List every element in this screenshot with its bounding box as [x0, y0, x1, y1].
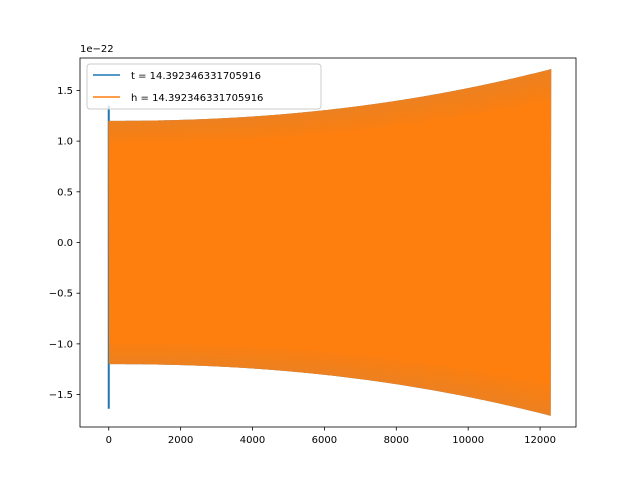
- legend: t = 14.392346331705916 h = 14.3923463317…: [86, 63, 322, 110]
- y-offset-label: 1e−22: [80, 44, 114, 55]
- y-tick-label: −0.5: [49, 289, 73, 300]
- x-tick-label: 4000: [240, 435, 265, 446]
- series-layer: [107, 69, 552, 416]
- x-tick-label: 2000: [168, 435, 193, 446]
- y-tick-label: 1.5: [57, 86, 73, 97]
- y-tick-label: −1.5: [49, 390, 73, 401]
- x-axis: 0 2000 4000 6000 8000 10000 12000: [106, 427, 556, 446]
- x-tick-label: 8000: [384, 435, 409, 446]
- x-tick-label: 12000: [524, 435, 556, 446]
- legend-frame: [86, 63, 322, 110]
- x-tick-label: 6000: [312, 435, 337, 446]
- x-tick-label: 0: [106, 435, 112, 446]
- y-tick-label: 0.0: [57, 238, 73, 249]
- y-tick-label: −1.0: [49, 339, 73, 350]
- y-tick-label: 1.0: [57, 137, 73, 148]
- legend-label-h: h = 14.392346331705916: [131, 93, 263, 104]
- x-tick-label: 10000: [452, 435, 484, 446]
- y-tick-label: 0.5: [57, 187, 73, 198]
- y-axis: −1.5 −1.0 −0.5 0.0 0.5 1.0 1.5: [49, 86, 80, 401]
- legend-label-t: t = 14.392346331705916: [131, 71, 261, 82]
- series-line-h: [108, 69, 552, 416]
